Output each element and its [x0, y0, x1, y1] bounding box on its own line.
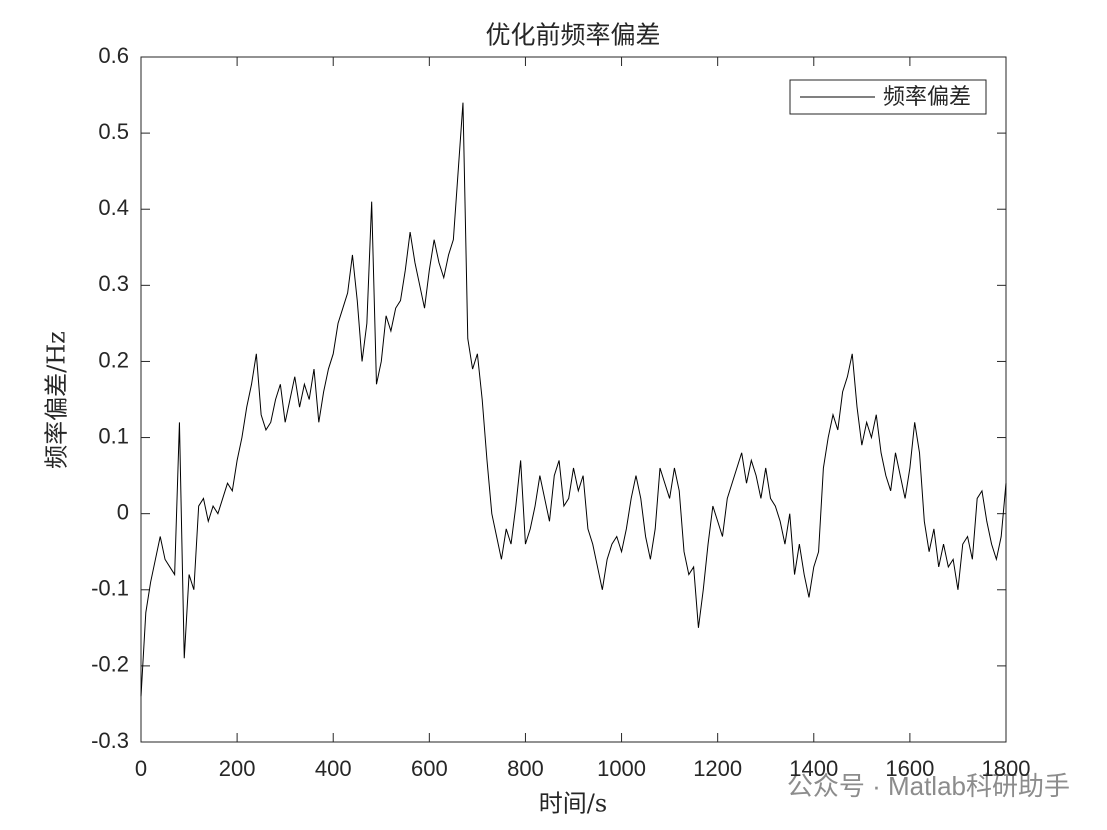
y-tick-label: 0.2: [98, 347, 129, 372]
y-tick-label: -0.3: [91, 728, 129, 753]
x-tick-label: 200: [219, 756, 256, 781]
watermark: 公众号 · Matlab科研助手: [787, 771, 1070, 801]
x-tick-label: 1400: [789, 756, 838, 781]
x-axis-label: 时间/s: [539, 790, 607, 818]
y-tick-label: 0.4: [98, 195, 129, 220]
data-line: [140, 102, 1007, 697]
x-tick-label: 800: [507, 756, 544, 781]
y-tick-label: -0.2: [91, 652, 129, 677]
chart-title: 优化前频率偏差: [485, 21, 660, 50]
y-tick-label: 0.3: [98, 271, 129, 296]
y-tick-label: 0: [117, 499, 129, 524]
x-tick-label: 1200: [693, 756, 742, 781]
y-tick-label: 0.5: [98, 119, 129, 144]
legend-label: 频率偏差: [883, 85, 971, 110]
x-tick-label: 600: [411, 756, 448, 781]
x-tick-label: 1600: [885, 756, 934, 781]
y-tick-label: 0.1: [98, 423, 129, 448]
y-tick-label: -0.1: [91, 576, 129, 601]
x-tick-label: 0: [135, 756, 147, 781]
x-tick-label: 400: [315, 756, 352, 781]
y-axis-label: 频率偏差/Hz: [43, 331, 71, 469]
x-tick-label: 1000: [597, 756, 646, 781]
plot-box: [140, 56, 1007, 743]
y-tick-label: 0.6: [98, 43, 129, 68]
x-tick-label: 1800: [982, 756, 1031, 781]
